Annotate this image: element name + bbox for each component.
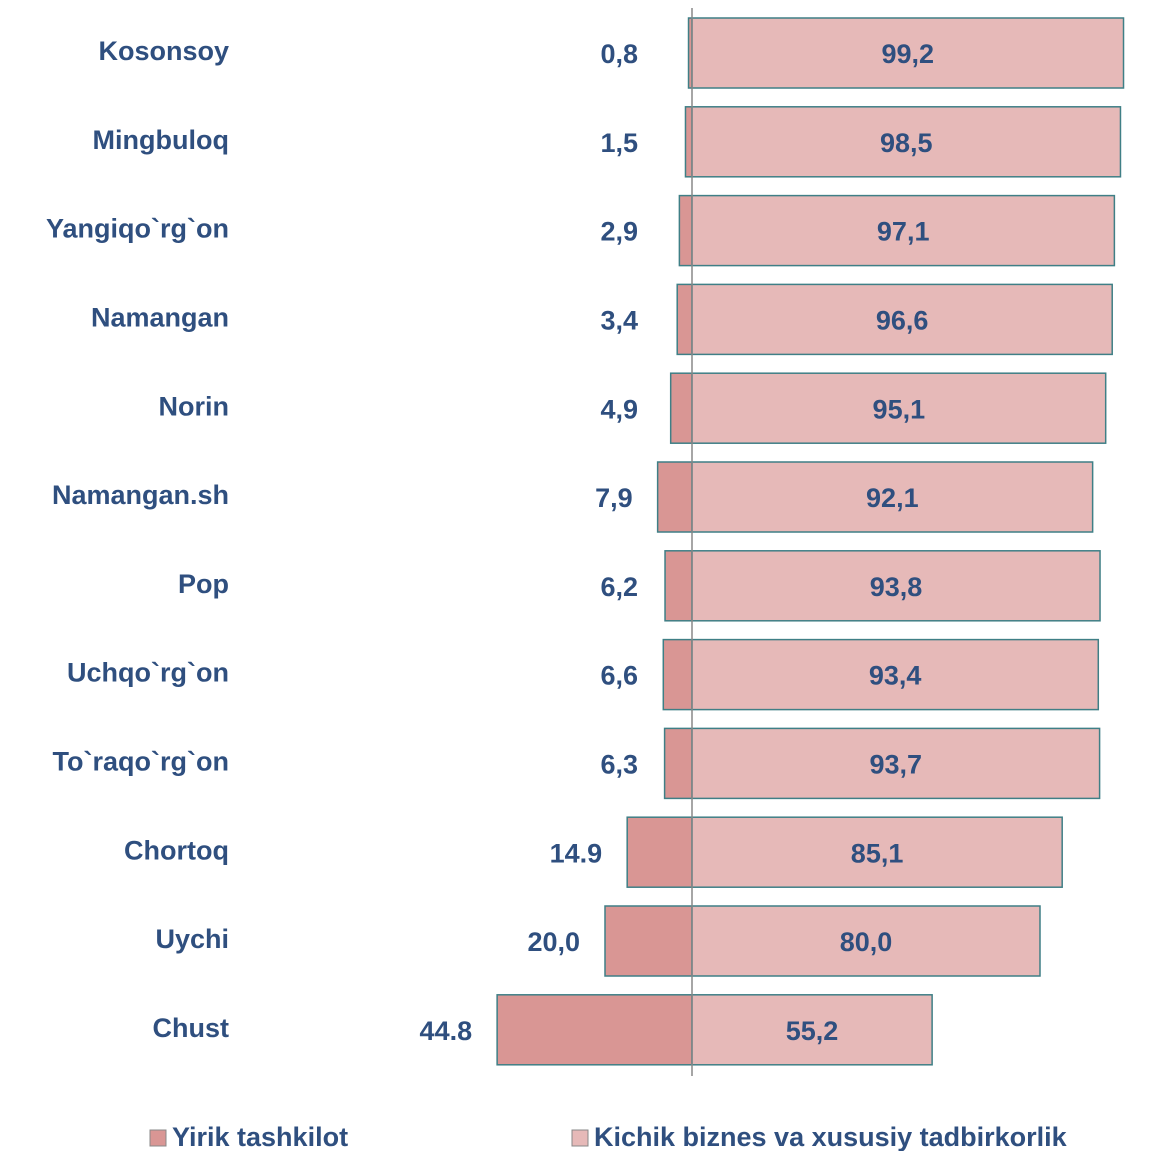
bar bbox=[496, 994, 693, 1066]
data-label: 2,9 bbox=[600, 217, 638, 247]
bar bbox=[626, 816, 693, 888]
category-label: Norin bbox=[159, 391, 230, 421]
bar bbox=[604, 905, 693, 977]
bar bbox=[662, 638, 693, 711]
bar bbox=[691, 372, 1107, 444]
category-label: Namangan bbox=[91, 303, 229, 333]
data-label: 14.9 bbox=[550, 838, 603, 868]
bar bbox=[691, 816, 1063, 888]
bar bbox=[691, 106, 1122, 178]
data-label: 0,8 bbox=[600, 39, 638, 69]
data-label: 92,1 bbox=[866, 483, 919, 513]
data-label: 85,1 bbox=[851, 838, 904, 868]
legend-label: Kichik biznes va xususiy tadbirkorlik bbox=[594, 1122, 1068, 1151]
bar bbox=[656, 461, 693, 533]
legend-swatch bbox=[571, 1129, 589, 1147]
data-label: 99,2 bbox=[881, 39, 934, 69]
bar bbox=[684, 106, 693, 178]
category-label: Uchqo`rg`on bbox=[67, 658, 229, 688]
data-label: 93,8 bbox=[870, 572, 923, 602]
data-label: 6,6 bbox=[600, 661, 638, 691]
category-label: Yangiqo`rg`on bbox=[46, 214, 229, 244]
bar bbox=[691, 727, 1101, 800]
data-label: 3,4 bbox=[600, 306, 638, 336]
data-label: 1,5 bbox=[600, 128, 638, 158]
bar bbox=[691, 994, 933, 1066]
data-label: 95,1 bbox=[873, 394, 926, 424]
category-label: To`raqo`rg`on bbox=[53, 747, 229, 777]
category-label: Uychi bbox=[155, 924, 229, 954]
data-label: 97,1 bbox=[877, 217, 930, 247]
category-label: Pop bbox=[178, 569, 229, 599]
category-label: Chust bbox=[153, 1013, 230, 1043]
data-label: 44.8 bbox=[420, 1016, 473, 1046]
category-label: Chortoq bbox=[124, 835, 229, 865]
legend-swatch bbox=[149, 1129, 167, 1147]
data-label: 93,7 bbox=[870, 750, 923, 780]
bar bbox=[691, 461, 1094, 533]
data-label: 20,0 bbox=[527, 927, 580, 957]
bar bbox=[691, 550, 1101, 622]
bar bbox=[691, 638, 1100, 711]
data-label: 96,6 bbox=[876, 306, 929, 336]
bar bbox=[691, 17, 1125, 89]
bar bbox=[676, 283, 693, 356]
bar bbox=[663, 727, 693, 800]
bar bbox=[691, 905, 1041, 977]
bar bbox=[669, 372, 693, 444]
category-label: Namangan.sh bbox=[52, 480, 229, 510]
bar bbox=[691, 283, 1113, 356]
data-label: 4,9 bbox=[600, 394, 638, 424]
data-label: 98,5 bbox=[880, 128, 933, 158]
data-label: 55,2 bbox=[786, 1016, 839, 1046]
bar bbox=[664, 550, 693, 622]
data-label: 6,3 bbox=[600, 750, 638, 780]
data-label: 6,2 bbox=[600, 572, 638, 602]
category-label: Mingbuloq bbox=[93, 125, 229, 155]
legend-label: Yirik tashkilot bbox=[172, 1122, 348, 1151]
category-label: Kosonsoy bbox=[98, 36, 229, 66]
data-label: 80,0 bbox=[840, 927, 893, 957]
data-label: 93,4 bbox=[869, 661, 922, 691]
bar bbox=[678, 194, 693, 267]
data-label: 7,9 bbox=[595, 483, 633, 513]
